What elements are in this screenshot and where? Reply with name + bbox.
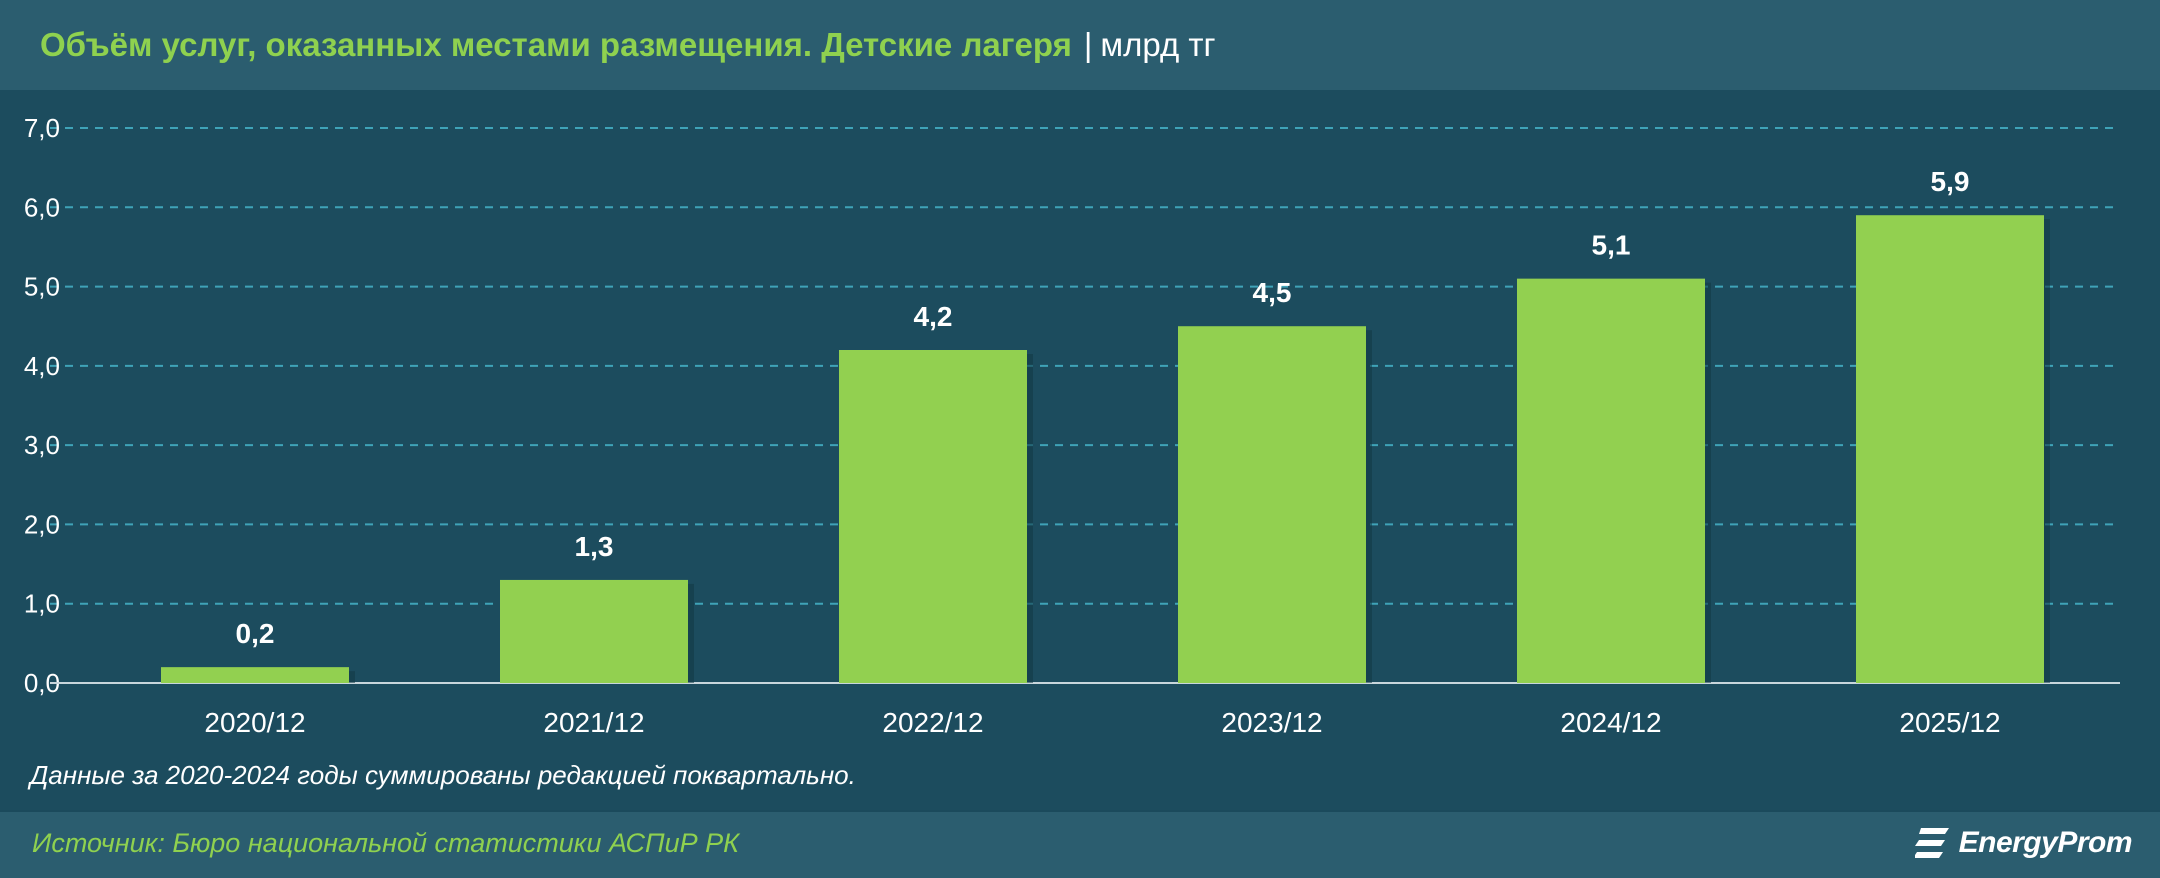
source-text: Источник: Бюро национальной статистики А… [32,828,740,858]
x-tick-label: 2025/12 [1899,707,2000,738]
chart-note: Данные за 2020-2024 годы суммированы ред… [30,760,856,790]
bar [1517,278,1705,683]
y-tick-label: 5,0 [24,272,60,302]
chart-header: Объём услуг, оказанных местами размещени… [0,0,2160,90]
chart-unit: млрд тг [1100,26,1216,63]
data-label: 5,9 [1931,166,1970,197]
x-tick-label: 2020/12 [204,707,305,738]
energyprom-logo-icon [1914,828,1949,858]
title-separator: | [1083,26,1093,63]
bar [161,667,349,683]
y-tick-label: 7,0 [24,113,60,143]
data-label: 4,5 [1253,277,1292,308]
y-tick-label: 6,0 [24,192,60,222]
bar [839,350,1027,683]
bar [500,579,688,683]
y-tick-label: 4,0 [24,351,60,381]
x-tick-label: 2021/12 [543,707,644,738]
bar-chart: 0,01,02,03,04,05,06,07,00,22020/121,3202… [24,113,2120,738]
data-label: 1,3 [575,531,614,562]
y-tick-label: 3,0 [24,430,60,460]
y-tick-label: 2,0 [24,509,60,539]
x-tick-label: 2023/12 [1221,707,1322,738]
bar [1856,215,2044,683]
data-label: 4,2 [914,301,953,332]
x-tick-label: 2022/12 [882,707,983,738]
x-tick-label: 2024/12 [1560,707,1661,738]
chart-area: 0,0 1,0 2,0 3,0 4,0 5,0 6,0 7,0 0,2 2020/12 1,3 202… [0,90,2160,810]
footer: Источник: Бюро национальной статистики А… [0,812,2160,878]
data-label: 0,2 [236,618,275,649]
chart-title: Объём услуг, оказанных местами размещени… [40,26,1072,63]
chart-title-line: Объём услуг, оказанных местами размещени… [40,26,1216,64]
bar [1178,326,1366,683]
energyprom-logo: EnergyProm [1914,824,2133,862]
data-label: 5,1 [1592,230,1631,261]
y-tick-label: 1,0 [24,589,60,619]
logo-text: EnergyProm [1958,826,2133,859]
